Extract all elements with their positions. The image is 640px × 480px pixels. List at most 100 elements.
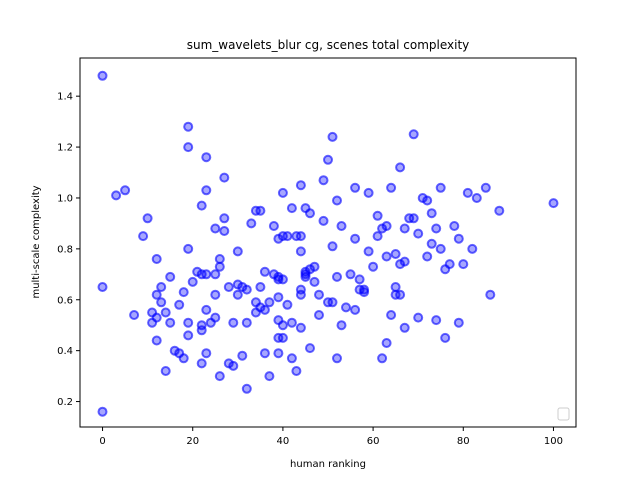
data-point bbox=[350, 182, 361, 193]
data-point bbox=[97, 282, 108, 292]
x-tick-label: 100 bbox=[544, 436, 563, 447]
data-point bbox=[183, 330, 194, 341]
data-point bbox=[314, 289, 324, 300]
data-point bbox=[259, 266, 270, 277]
data-point bbox=[295, 231, 306, 242]
data-point bbox=[386, 182, 397, 193]
data-point bbox=[286, 353, 297, 364]
data-point bbox=[219, 226, 230, 236]
data-point bbox=[228, 360, 239, 371]
data-point bbox=[165, 317, 176, 328]
data-point bbox=[183, 317, 194, 328]
data-point bbox=[295, 322, 306, 333]
data-point bbox=[214, 254, 225, 264]
data-point bbox=[187, 276, 198, 287]
data-point bbox=[142, 213, 153, 224]
data-point bbox=[97, 406, 108, 417]
plot-area-background bbox=[80, 58, 576, 427]
data-point bbox=[435, 182, 446, 193]
data-point bbox=[138, 231, 149, 242]
data-point bbox=[237, 350, 248, 361]
data-point bbox=[201, 269, 212, 280]
data-point bbox=[232, 246, 243, 257]
data-point bbox=[160, 366, 171, 376]
data-point bbox=[408, 129, 419, 140]
x-tick-label: 0 bbox=[99, 436, 105, 447]
data-point bbox=[129, 310, 140, 320]
data-point bbox=[314, 310, 324, 320]
data-point bbox=[363, 246, 374, 257]
data-point bbox=[151, 312, 162, 323]
data-point bbox=[277, 187, 288, 198]
data-point bbox=[259, 304, 270, 315]
data-point bbox=[381, 338, 392, 348]
data-point bbox=[458, 259, 469, 270]
data-point bbox=[156, 297, 167, 308]
data-point bbox=[395, 162, 406, 173]
data-point bbox=[241, 383, 252, 394]
data-point bbox=[413, 312, 424, 323]
data-point bbox=[241, 317, 252, 328]
data-point bbox=[485, 289, 496, 300]
data-point bbox=[354, 274, 365, 285]
data-point bbox=[453, 317, 464, 328]
y-tick-label: 0.2 bbox=[57, 397, 73, 408]
data-point bbox=[196, 200, 207, 211]
x-axis-label: human ranking bbox=[290, 459, 366, 470]
data-point bbox=[386, 310, 397, 320]
data-point bbox=[264, 371, 275, 382]
data-point bbox=[341, 302, 351, 313]
data-point bbox=[196, 325, 207, 336]
data-point bbox=[426, 238, 437, 249]
data-point bbox=[241, 284, 252, 295]
data-point bbox=[201, 152, 212, 163]
data-point bbox=[183, 142, 194, 153]
data-point bbox=[327, 241, 338, 252]
y-axis-label: multi-scale complexity bbox=[31, 185, 42, 298]
x-tick-label: 80 bbox=[457, 436, 470, 447]
data-point bbox=[201, 348, 212, 359]
data-point bbox=[223, 282, 234, 292]
data-point bbox=[277, 332, 288, 343]
data-point bbox=[350, 304, 361, 315]
x-tick-label: 60 bbox=[367, 436, 380, 447]
data-point bbox=[431, 315, 442, 326]
data-point bbox=[174, 299, 185, 310]
data-point bbox=[210, 223, 221, 234]
data-point bbox=[453, 233, 464, 244]
data-point bbox=[210, 269, 221, 280]
data-point bbox=[444, 259, 455, 270]
data-point bbox=[327, 297, 338, 308]
data-point bbox=[264, 297, 275, 308]
data-point bbox=[273, 292, 284, 303]
data-point bbox=[372, 231, 383, 242]
data-point bbox=[295, 180, 306, 191]
data-point bbox=[377, 353, 388, 364]
data-point bbox=[318, 215, 329, 226]
data-point bbox=[111, 190, 122, 201]
data-point bbox=[277, 274, 288, 285]
data-point bbox=[232, 289, 243, 300]
data-point bbox=[246, 218, 257, 229]
data-point bbox=[408, 213, 419, 224]
data-point bbox=[97, 70, 108, 81]
data-point bbox=[291, 366, 302, 376]
data-point bbox=[359, 287, 370, 298]
data-point bbox=[332, 195, 342, 206]
data-point bbox=[449, 221, 460, 231]
data-point bbox=[183, 243, 194, 254]
data-point bbox=[494, 205, 505, 216]
data-point bbox=[381, 251, 392, 262]
data-point bbox=[323, 154, 333, 165]
data-point bbox=[309, 261, 320, 272]
y-tick-label: 1.4 bbox=[57, 92, 73, 103]
data-point bbox=[332, 271, 342, 282]
data-point bbox=[156, 282, 167, 292]
data-point bbox=[295, 289, 306, 300]
y-tick-label: 0.8 bbox=[57, 244, 73, 255]
data-point bbox=[255, 205, 266, 216]
data-point bbox=[268, 221, 279, 231]
data-point bbox=[214, 371, 225, 382]
x-axis-ticks: 0 20 40 60 80 100 bbox=[99, 427, 563, 447]
